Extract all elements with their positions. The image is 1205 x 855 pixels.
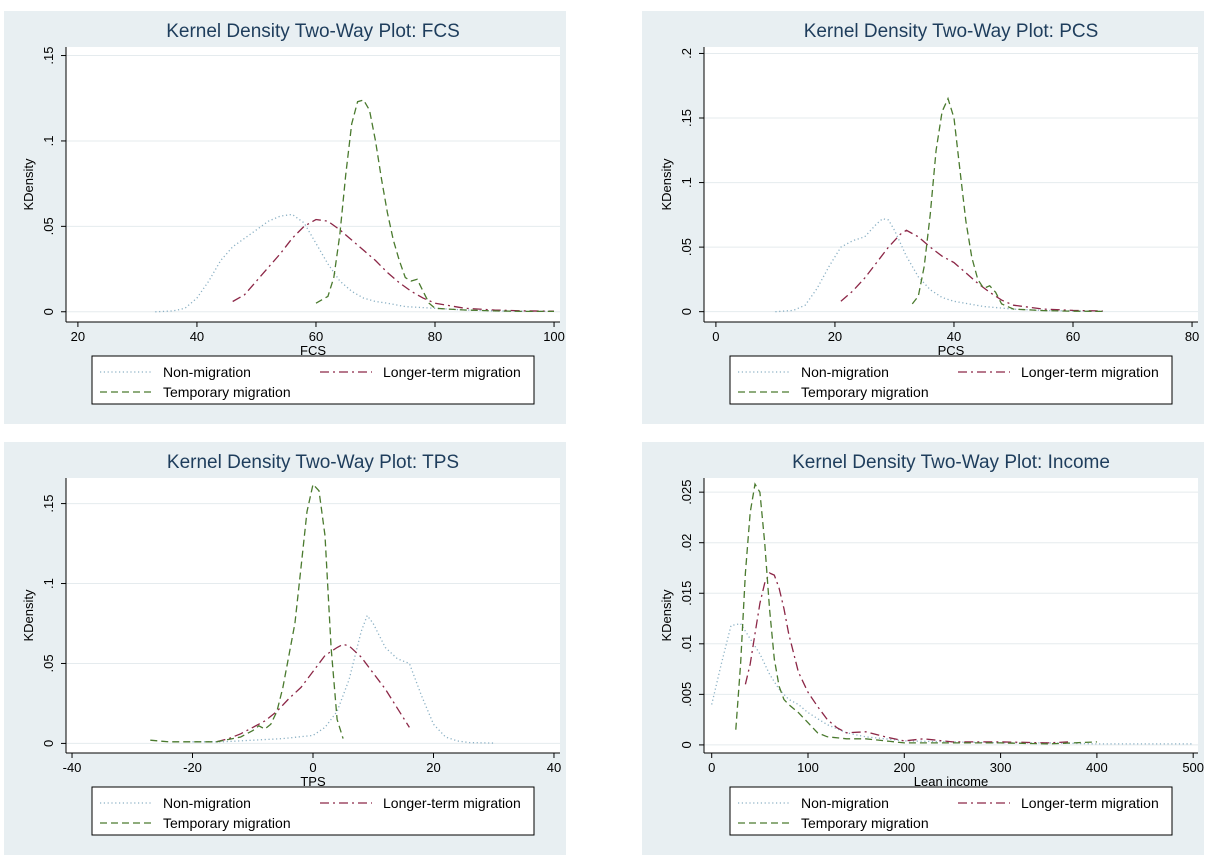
x-tick-label: 80: [1185, 329, 1199, 344]
legend-label-longer-term: Longer-term migration: [383, 364, 521, 380]
x-tick-label: 100: [543, 329, 565, 344]
x-tick-label: -20: [183, 760, 202, 775]
x-tick-label: 300: [990, 760, 1012, 775]
series-line-longer-term: [744, 572, 1069, 744]
legend-box: [729, 355, 1173, 405]
series-line-longer-term: [216, 643, 410, 743]
chart-svg: 0 .05 .1 .15 .2 0 20 40 60 80 PCS KDensity Kernel De…: [642, 11, 1204, 424]
kdensity-panel-fcs: 0 .05 .1 .15 20 40 60 80 100 FCS KDensity Kernel De…: [4, 11, 566, 424]
chart-title: Kernel Density Two-Way Plot: FCS: [166, 21, 460, 42]
legend-box: [91, 355, 535, 405]
y-tick-label: .15: [679, 109, 694, 127]
y-tick-label: .02: [679, 534, 694, 552]
chart-svg: 0 .005 .01 .015 .02 .025 0 100 200 300 400 500 Lean …: [642, 442, 1204, 855]
x-tick-label: 100: [797, 760, 819, 775]
legend-label-temporary: Temporary migration: [801, 384, 929, 400]
y-tick-label: .2: [679, 48, 694, 59]
legend-label-non-migration: Non-migration: [163, 364, 251, 380]
y-axis-title: KDensity: [659, 158, 674, 211]
y-tick-label: 0: [41, 308, 56, 315]
y-tick-label: 0: [679, 308, 694, 315]
y-tick-label: 0: [41, 740, 56, 747]
series-line-temporary: [315, 99, 554, 313]
legend: Non-migration Longer-term migration Tempor…: [91, 786, 535, 836]
legend-label-longer-term: Longer-term migration: [1021, 795, 1159, 811]
x-tick-label: 40: [547, 760, 561, 775]
y-tick-label: .15: [41, 495, 56, 513]
legend-box: [91, 786, 535, 836]
kdensity-panel-pcs: 0 .05 .1 .15 .2 0 20 40 60 80 PCS KDensity Kernel De…: [642, 11, 1204, 424]
chart-title: Kernel Density Two-Way Plot: TPS: [167, 452, 459, 473]
x-tick-label: 0: [708, 760, 715, 775]
kdensity-panel-tps: 0 .05 .1 .15 -40 -20 0 20 40 TPS KDensity Kernel De…: [4, 442, 566, 855]
legend: Non-migration Longer-term migration Tempor…: [729, 786, 1173, 836]
legend: Non-migration Longer-term migration Tempor…: [91, 355, 535, 405]
x-tick-label: 20: [426, 760, 440, 775]
plot-area: [704, 478, 1198, 753]
legend: Non-migration Longer-term migration Tempor…: [729, 355, 1173, 405]
y-tick-label: .1: [41, 136, 56, 147]
y-tick-label: .05: [41, 217, 56, 235]
x-tick-label: 500: [1182, 760, 1204, 775]
y-tick-label: .025: [679, 479, 694, 504]
legend-label-non-migration: Non-migration: [801, 364, 889, 380]
y-tick-label: .1: [41, 578, 56, 589]
x-axis-title: FCS: [300, 343, 326, 358]
plot-area: [66, 478, 560, 753]
y-tick-label: .05: [41, 654, 56, 672]
legend-label-non-migration: Non-migration: [163, 795, 251, 811]
legend-label-temporary: Temporary migration: [801, 815, 929, 831]
kdensity-panel-income: 0 .005 .01 .015 .02 .025 0 100 200 300 400 500 Lean …: [642, 442, 1204, 855]
x-tick-label: 40: [190, 329, 204, 344]
plot-area: [704, 47, 1198, 322]
y-tick-label: .1: [679, 177, 694, 188]
y-tick-label: .05: [679, 238, 694, 256]
x-tick-label: 80: [428, 329, 442, 344]
series-line-longer-term: [232, 218, 555, 312]
x-tick-label: 60: [309, 329, 323, 344]
series-line-temporary: [911, 96, 1103, 313]
y-axis-title: KDensity: [21, 158, 36, 211]
x-tick-label: 20: [828, 329, 842, 344]
x-axis-title: PCS: [938, 343, 965, 358]
x-tick-label: 20: [71, 329, 85, 344]
x-tick-label: 400: [1086, 760, 1108, 775]
x-tick-label: 0: [712, 329, 719, 344]
legend-label-temporary: Temporary migration: [163, 384, 291, 400]
legend-label-longer-term: Longer-term migration: [1021, 364, 1159, 380]
legend-label-temporary: Temporary migration: [163, 815, 291, 831]
chart-title: Kernel Density Two-Way Plot: PCS: [804, 21, 1099, 42]
y-tick-label: 0: [679, 741, 694, 748]
x-tick-label: -40: [63, 760, 82, 775]
series-line-longer-term: [840, 229, 1103, 312]
legend-label-non-migration: Non-migration: [801, 795, 889, 811]
y-axis-title: KDensity: [21, 589, 36, 642]
plot-area: [66, 47, 560, 322]
series-line-non-migration: [192, 614, 494, 744]
x-tick-label: 40: [947, 329, 961, 344]
chart-svg: 0 .05 .1 .15 -40 -20 0 20 40 TPS KDensity Kernel De…: [4, 442, 566, 855]
series-line-temporary: [150, 483, 344, 743]
y-tick-label: .01: [679, 635, 694, 653]
series-line-temporary: [735, 482, 1097, 745]
x-tick-label: 60: [1066, 329, 1080, 344]
y-tick-label: .015: [679, 581, 694, 606]
y-tick-label: .15: [41, 47, 56, 65]
x-axis-title: TPS: [300, 774, 326, 789]
x-tick-label: 0: [309, 760, 316, 775]
chart-svg: 0 .05 .1 .15 20 40 60 80 100 FCS KDensity Kernel De…: [4, 11, 566, 424]
chart-title: Kernel Density Two-Way Plot: Income: [792, 452, 1110, 473]
x-tick-label: 200: [893, 760, 915, 775]
x-axis-title: Lean income: [914, 774, 988, 789]
y-axis-title: KDensity: [659, 589, 674, 642]
legend-box: [729, 786, 1173, 836]
legend-label-longer-term: Longer-term migration: [383, 795, 521, 811]
y-tick-label: .005: [679, 682, 694, 707]
